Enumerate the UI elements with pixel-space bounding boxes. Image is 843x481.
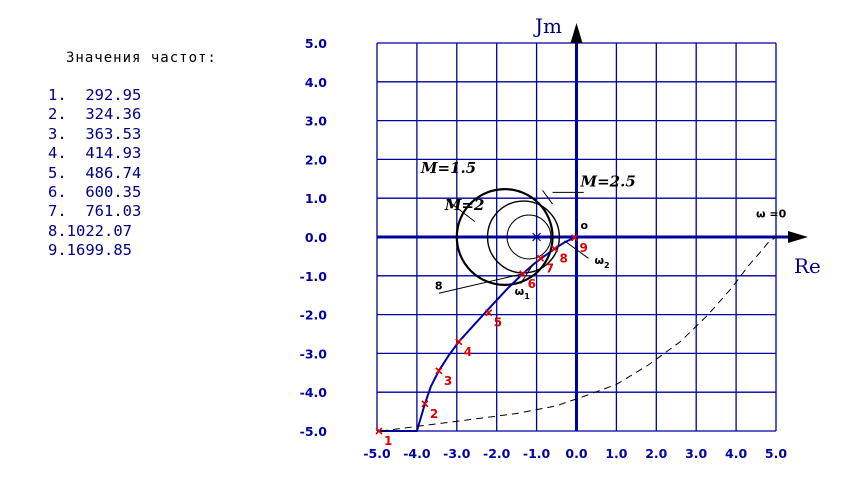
x-axis-arrow-icon [788, 231, 808, 243]
y-tick-label: 5.0 [305, 36, 327, 51]
chart-annotation: ω2 [594, 254, 609, 270]
chart-annotation: o [580, 219, 588, 232]
critical-point-star-icon [531, 232, 542, 242]
y-tick-label: 2.0 [305, 152, 327, 167]
x-tick-label: 1.0 [605, 446, 627, 461]
frequency-marker-label: 9 [580, 241, 588, 255]
annotation-leader-line [520, 264, 534, 284]
y-tick-label: -2.0 [300, 308, 328, 323]
x-tick-label: -5.0 [363, 446, 391, 461]
annotation-leader-line [438, 273, 523, 294]
frequency-value: 5. 486.74 [48, 163, 142, 182]
frequency-response-line [379, 236, 577, 432]
y-tick-label: 4.0 [305, 75, 327, 90]
frequency-value: 8.1022.07 [48, 221, 132, 240]
frequency-marker-label: 1 [384, 434, 392, 448]
x-tick-label: 4.0 [725, 446, 747, 461]
chart-annotation: 8 [435, 279, 443, 292]
frequency-marker-label: 4 [464, 345, 472, 359]
frequency-marker-x-icon [537, 254, 545, 262]
y-tick-label: -1.0 [300, 269, 328, 284]
frequency-marker-label: 3 [444, 374, 452, 388]
y-tick-label: -3.0 [300, 346, 328, 361]
frequency-values-list: 1. 292.95 2. 324.36 3. 363.53 4. 414.93 … [48, 86, 141, 261]
frequency-value: 4. 414.93 [48, 144, 142, 163]
frequency-marker-x-icon [519, 270, 527, 278]
chart-annotation: M=2.5 [579, 173, 635, 191]
y-tick-label: -4.0 [300, 385, 328, 400]
x-tick-label: 3.0 [685, 446, 707, 461]
frequency-marker-x-icon [550, 245, 559, 253]
x-axis-label: Re [794, 254, 821, 278]
frequency-marker-label: 2 [430, 407, 438, 421]
annotation-leader-line [564, 240, 589, 259]
frequency-marker-x-icon [455, 338, 463, 346]
frequency-marker-x-icon [375, 427, 383, 435]
dashed-hodograph-line [380, 236, 777, 432]
y-tick-label: 0.0 [305, 230, 327, 245]
y-axis-label: Jm [533, 14, 562, 38]
frequency-value: 9.1699.85 [48, 241, 132, 260]
frequency-values-panel: Значения частот: 1. 292.95 2. 324.36 3. … [0, 0, 300, 300]
x-tick-label: 5.0 [765, 446, 787, 461]
y-tick-label: 1.0 [305, 191, 327, 206]
frequency-marker-x-icon [435, 367, 443, 375]
annotation-subscript: 2 [604, 261, 610, 270]
frequency-values-title: Значения частот: [66, 50, 217, 66]
x-tick-label: -2.0 [483, 446, 511, 461]
x-tick-label: 0.0 [565, 446, 587, 461]
frequency-marker-x-icon [485, 309, 493, 317]
x-tick-label: -4.0 [403, 446, 431, 461]
frequency-marker-label: 7 [546, 261, 554, 275]
y-tick-label: -5.0 [300, 424, 328, 439]
m-circle [506, 214, 552, 260]
frequency-marker-label: 8 [560, 252, 568, 266]
chart-annotation: ω =0 [756, 208, 787, 221]
frequency-marker-label: 6 [528, 277, 536, 291]
frequency-marker-x-icon [570, 234, 579, 242]
frequency-value: 7. 761.03 [48, 202, 142, 221]
chart-annotation: M=1.5 [420, 159, 476, 177]
x-tick-label: -3.0 [443, 446, 471, 461]
annotation-leader-line [542, 190, 553, 205]
frequency-value: 2. 324.36 [48, 105, 142, 124]
frequency-value: 6. 600.35 [48, 183, 142, 202]
chart-annotation: M=2 [444, 196, 485, 214]
x-tick-label: -1.0 [523, 446, 551, 461]
y-tick-label: 3.0 [305, 114, 327, 129]
annotation-subscript: 1 [524, 292, 530, 301]
y-axis-arrow-icon [570, 23, 583, 43]
frequency-marker-x-icon [421, 400, 429, 408]
annotation-leader-line [446, 199, 476, 222]
m-circle [455, 188, 554, 286]
x-tick-label: 2.0 [645, 446, 667, 461]
frequency-value: 1. 292.95 [48, 86, 142, 104]
frequency-value: 3. 363.53 [48, 124, 142, 143]
frequency-marker-label: 5 [494, 316, 502, 330]
